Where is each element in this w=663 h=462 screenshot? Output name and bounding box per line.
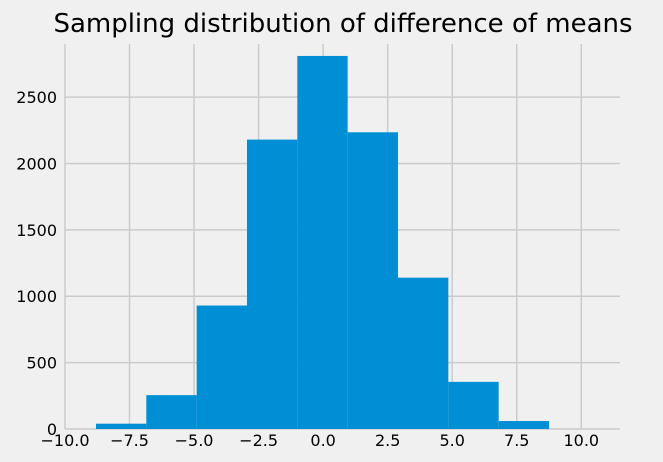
x-tick-label: 7.5 <box>504 431 529 450</box>
x-axis-ticks: −10.0 −7.5 −5.0 −2.5 0.0 2.5 5.0 7.5 10.0 <box>40 431 599 450</box>
x-tick-label: 2.5 <box>375 431 400 450</box>
x-tick-label: 10.0 <box>563 431 599 450</box>
y-tick-label: 2500 <box>16 88 57 107</box>
x-tick-label: −7.5 <box>110 431 149 450</box>
histogram-bar <box>146 395 197 429</box>
y-axis-ticks: 0 500 1000 1500 2000 2500 <box>16 88 57 439</box>
histogram-bar <box>398 277 449 429</box>
y-tick-label: 500 <box>26 354 57 373</box>
histogram-bars <box>95 55 550 430</box>
y-tick-label: 1500 <box>16 221 57 240</box>
y-tick-label: 0 <box>47 420 57 439</box>
histogram-bar <box>196 305 247 429</box>
x-tick-label: −2.5 <box>239 431 278 450</box>
y-tick-label: 1000 <box>16 287 57 306</box>
histogram-bar <box>95 423 147 429</box>
histogram-bar <box>347 132 398 429</box>
histogram-bar <box>297 55 348 430</box>
x-tick-label: 5.0 <box>439 431 464 450</box>
y-tick-label: 2000 <box>16 154 57 173</box>
histogram-bar <box>448 381 499 429</box>
histogram-bar <box>246 139 298 429</box>
x-tick-label: −10.0 <box>40 431 89 450</box>
x-tick-label: 0.0 <box>310 431 335 450</box>
x-tick-label: −5.0 <box>175 431 214 450</box>
histogram-bar <box>498 421 550 429</box>
chart-title: Sampling distribution of difference of m… <box>53 9 632 39</box>
